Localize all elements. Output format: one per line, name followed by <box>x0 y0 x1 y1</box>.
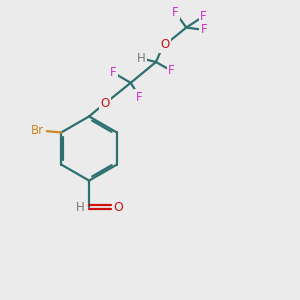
Text: F: F <box>136 91 142 103</box>
Text: Br: Br <box>31 124 44 137</box>
Text: O: O <box>160 38 170 51</box>
Text: O: O <box>113 201 123 214</box>
Text: O: O <box>101 97 110 110</box>
Text: F: F <box>200 10 207 23</box>
Text: F: F <box>110 66 117 79</box>
Text: F: F <box>201 23 207 36</box>
Text: H: H <box>76 201 85 214</box>
Text: F: F <box>168 64 175 77</box>
Text: F: F <box>172 6 178 19</box>
Text: H: H <box>137 52 146 65</box>
